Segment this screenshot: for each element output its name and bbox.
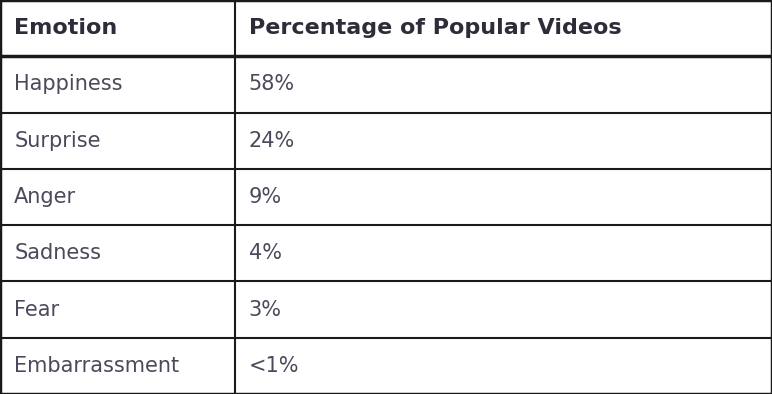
Text: 3%: 3% <box>249 299 282 320</box>
Text: Percentage of Popular Videos: Percentage of Popular Videos <box>249 18 621 38</box>
Text: 9%: 9% <box>249 187 282 207</box>
Text: 4%: 4% <box>249 243 282 263</box>
Text: Emotion: Emotion <box>14 18 117 38</box>
Text: Embarrassment: Embarrassment <box>14 356 179 376</box>
Text: Fear: Fear <box>14 299 59 320</box>
Text: 24%: 24% <box>249 131 295 151</box>
Text: 58%: 58% <box>249 74 295 95</box>
Text: Happiness: Happiness <box>14 74 123 95</box>
Text: Surprise: Surprise <box>14 131 100 151</box>
Text: Anger: Anger <box>14 187 76 207</box>
Text: <1%: <1% <box>249 356 300 376</box>
Text: Sadness: Sadness <box>14 243 101 263</box>
